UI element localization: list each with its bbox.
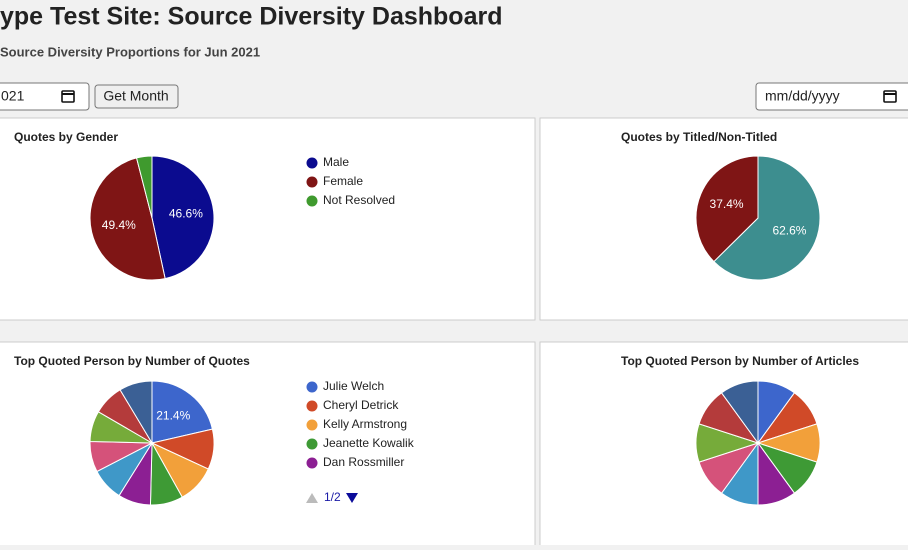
legend-label: Male bbox=[323, 155, 349, 169]
pie-slice bbox=[89, 157, 166, 281]
legend-prev bbox=[306, 493, 318, 503]
legend-marker bbox=[306, 457, 318, 469]
legend-label: Female bbox=[323, 174, 363, 188]
pie-slice bbox=[720, 380, 759, 445]
panel bbox=[0, 117, 536, 321]
pie-slice bbox=[151, 380, 214, 444]
pie-slice bbox=[695, 155, 759, 263]
legend-marker bbox=[306, 381, 318, 393]
legend-label: Dan Rossmiller bbox=[323, 455, 404, 469]
page-subtitle: Source Diversity Proportions for Jun 202… bbox=[0, 44, 260, 59]
month-input[interactable]: 021 bbox=[0, 82, 90, 111]
legend-marker bbox=[306, 157, 318, 169]
legend-marker bbox=[306, 438, 318, 450]
legend-label: Not Resolved bbox=[323, 193, 395, 207]
legend-marker bbox=[306, 176, 318, 188]
pie-slice bbox=[151, 155, 215, 280]
page-title: ype Test Site: Source Diversity Dashboar… bbox=[0, 3, 502, 31]
pie-slice bbox=[135, 155, 153, 219]
input-box[interactable] bbox=[755, 82, 908, 111]
slice-label: 62.6% bbox=[772, 223, 806, 237]
chart-title: Top Quoted Person by Number of Articles bbox=[621, 354, 859, 368]
slice-label: 46.6% bbox=[169, 207, 203, 221]
calendar-icon[interactable] bbox=[61, 90, 75, 103]
get-month-button[interactable]: Get Month bbox=[94, 84, 179, 109]
legend-label: Cheryl Detrick bbox=[323, 398, 399, 412]
slice-label: 21.4% bbox=[156, 408, 190, 422]
input-box[interactable] bbox=[0, 82, 90, 111]
chart-title: Quotes by Titled/Non-Titled bbox=[621, 130, 777, 144]
legend-marker bbox=[306, 419, 318, 431]
slice-label: 37.4% bbox=[710, 197, 744, 211]
legend-label: Jeanette Kowalik bbox=[323, 436, 415, 450]
input-text[interactable]: mm/dd/yyyy bbox=[765, 88, 840, 104]
chart-title: Quotes by Gender bbox=[14, 130, 118, 144]
legend-page: 1/2 bbox=[324, 490, 341, 504]
legend-label: Julie Welch bbox=[323, 379, 384, 393]
button-label[interactable]: Get Month bbox=[103, 88, 168, 104]
chart-title: Top Quoted Person by Number of Quotes bbox=[14, 354, 250, 368]
date-input[interactable]: mm/dd/yyyy bbox=[755, 82, 908, 111]
button-box[interactable] bbox=[94, 84, 179, 109]
calendar-icon[interactable] bbox=[883, 90, 897, 103]
pie-slice bbox=[713, 155, 821, 281]
panel bbox=[0, 341, 536, 549]
legend-label: Kelly Armstrong bbox=[323, 417, 407, 431]
legend-marker bbox=[306, 195, 318, 207]
legend-next[interactable] bbox=[346, 493, 358, 503]
legend-marker bbox=[306, 400, 318, 412]
pie-slice bbox=[119, 380, 153, 445]
slice-label: 49.4% bbox=[102, 218, 136, 232]
input-text[interactable]: 021 bbox=[1, 88, 25, 104]
